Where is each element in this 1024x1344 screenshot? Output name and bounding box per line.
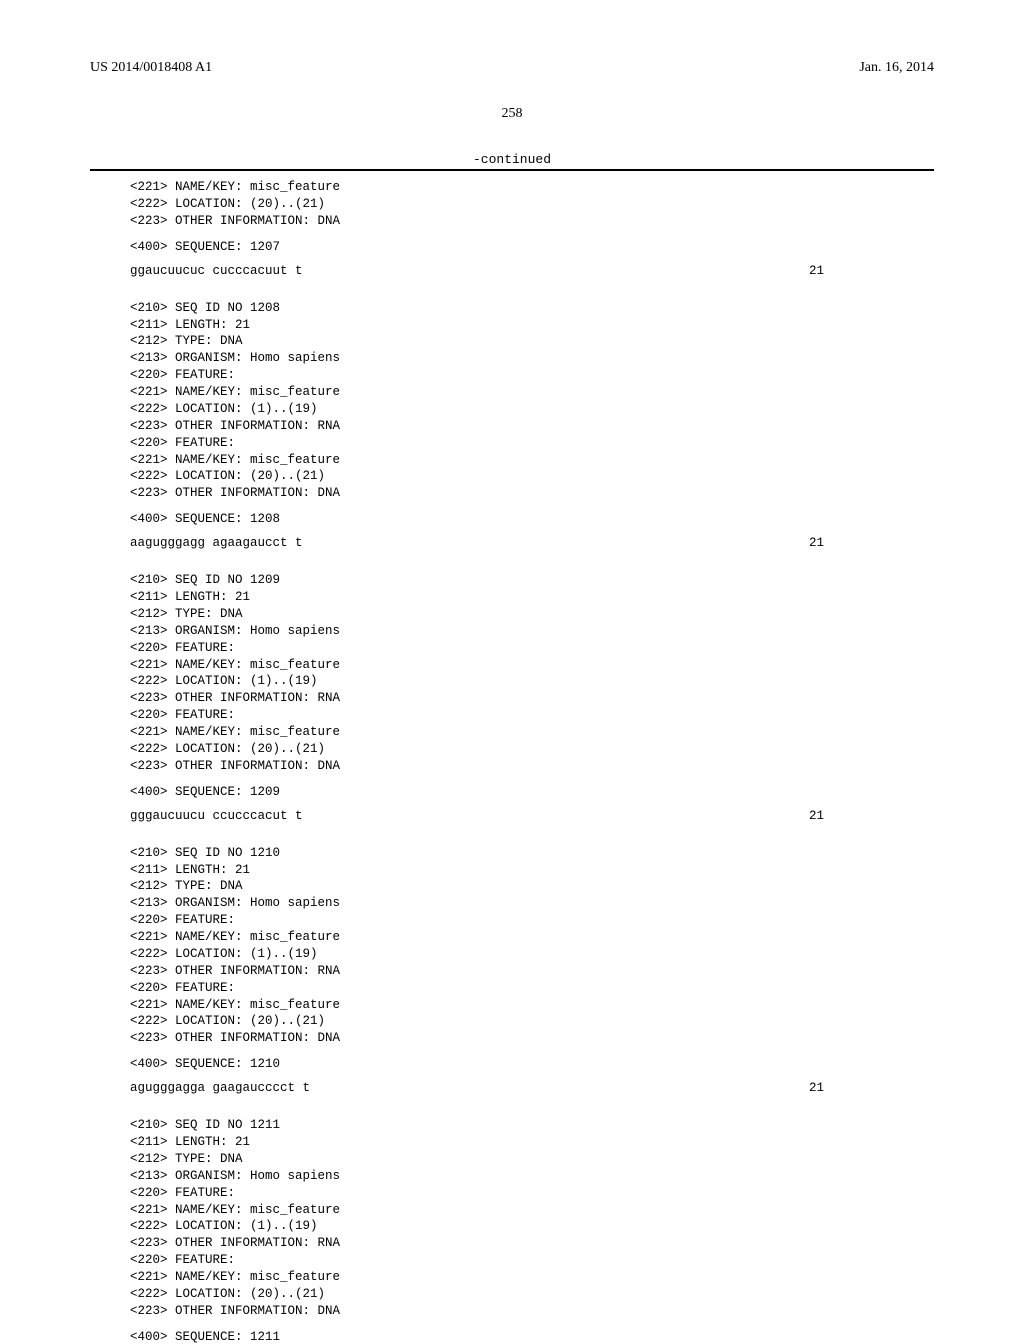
seq-line: <221> NAME/KEY: misc_feature — [130, 930, 340, 944]
seq-line: <223> OTHER INFORMATION: DNA — [130, 214, 340, 228]
seq-line: <220> FEATURE: — [130, 641, 235, 655]
page-header: US 2014/0018408 A1 Jan. 16, 2014 — [90, 60, 934, 76]
seq-line: <211> LENGTH: 21 — [130, 590, 250, 604]
sequence-length: 21 — [764, 1081, 824, 1095]
seq-line: <212> TYPE: DNA — [130, 879, 243, 893]
seq-line: <223> OTHER INFORMATION: DNA — [130, 1031, 340, 1045]
seq-line: <222> LOCATION: (20)..(21) — [130, 1287, 325, 1301]
pub-date: Jan. 16, 2014 — [859, 60, 934, 76]
sequence-text: gggaucuucu ccucccacut t — [130, 809, 303, 823]
seq-line: <220> FEATURE: — [130, 1253, 235, 1267]
seq-line: <210> SEQ ID NO 1210 — [130, 846, 280, 860]
seq-line: <210> SEQ ID NO 1211 — [130, 1118, 280, 1132]
seq-line: <211> LENGTH: 21 — [130, 863, 250, 877]
sequence-text: ggaucuucuc cucccacuut t — [130, 264, 303, 278]
seq-line: <222> LOCATION: (20)..(21) — [130, 197, 325, 211]
seq-entry: <210> SEQ ID NO 1210 <211> LENGTH: 21 <2… — [130, 845, 924, 1096]
seq-entry: <210> SEQ ID NO 1208 <211> LENGTH: 21 <2… — [130, 300, 924, 551]
seq-line: <222> LOCATION: (1)..(19) — [130, 402, 318, 416]
seq-line: <221> NAME/KEY: misc_feature — [130, 453, 340, 467]
seq-line: <222> LOCATION: (1)..(19) — [130, 1219, 318, 1233]
seq-line: <213> ORGANISM: Homo sapiens — [130, 624, 340, 638]
seq-line: <222> LOCATION: (20)..(21) — [130, 742, 325, 756]
seq-line: <221> NAME/KEY: misc_feature — [130, 998, 340, 1012]
sequence-row: agugggagga gaagaucccct t 21 — [130, 1081, 924, 1095]
seq-line: <222> LOCATION: (20)..(21) — [130, 1014, 325, 1028]
seq-line: <221> NAME/KEY: misc_feature — [130, 180, 340, 194]
seq-line: <223> OTHER INFORMATION: RNA — [130, 1236, 340, 1250]
page-container: US 2014/0018408 A1 Jan. 16, 2014 258 -co… — [0, 0, 1024, 1320]
seq-line: <212> TYPE: DNA — [130, 1152, 243, 1166]
seq-line: <221> NAME/KEY: misc_feature — [130, 1203, 340, 1217]
seq-line: <222> LOCATION: (1)..(19) — [130, 674, 318, 688]
seq-line: <213> ORGANISM: Homo sapiens — [130, 896, 340, 910]
seq-line: <210> SEQ ID NO 1208 — [130, 301, 280, 315]
seq-entry-partial: <221> NAME/KEY: misc_feature <222> LOCAT… — [130, 179, 924, 278]
seq-header-lines: <210> SEQ ID NO 1209 <211> LENGTH: 21 <2… — [130, 572, 924, 775]
seq-line: <212> TYPE: DNA — [130, 334, 243, 348]
content-area: <221> NAME/KEY: misc_feature <222> LOCAT… — [90, 179, 934, 1344]
seq-line: <220> FEATURE: — [130, 981, 235, 995]
seq-header-lines: <210> SEQ ID NO 1211 <211> LENGTH: 21 <2… — [130, 1117, 924, 1320]
seq-line: <220> FEATURE: — [130, 436, 235, 450]
seq-line: <213> ORGANISM: Homo sapiens — [130, 1169, 340, 1183]
seq-line: <223> OTHER INFORMATION: DNA — [130, 486, 340, 500]
seq-line: <223> OTHER INFORMATION: DNA — [130, 1304, 340, 1318]
seq-line: <223> OTHER INFORMATION: RNA — [130, 691, 340, 705]
sequence-row: aagugggagg agaagaucct t 21 — [130, 536, 924, 550]
seq-label: <400> SEQUENCE: 1210 — [130, 1057, 924, 1071]
seq-label: <400> SEQUENCE: 1208 — [130, 512, 924, 526]
page-number: 258 — [90, 106, 934, 122]
seq-line: <223> OTHER INFORMATION: RNA — [130, 419, 340, 433]
seq-line: <213> ORGANISM: Homo sapiens — [130, 351, 340, 365]
seq-line: <220> FEATURE: — [130, 368, 235, 382]
seq-label: <400> SEQUENCE: 1211 — [130, 1330, 924, 1344]
seq-line: <223> OTHER INFORMATION: RNA — [130, 964, 340, 978]
sequence-length: 21 — [764, 264, 824, 278]
sequence-length: 21 — [764, 809, 824, 823]
sequence-text: aagugggagg agaagaucct t — [130, 536, 303, 550]
seq-line: <221> NAME/KEY: misc_feature — [130, 725, 340, 739]
sequence-length: 21 — [764, 536, 824, 550]
seq-label: <400> SEQUENCE: 1209 — [130, 785, 924, 799]
seq-line: <212> TYPE: DNA — [130, 607, 243, 621]
seq-line: <210> SEQ ID NO 1209 — [130, 573, 280, 587]
seq-label: <400> SEQUENCE: 1207 — [130, 240, 924, 254]
seq-line: <223> OTHER INFORMATION: DNA — [130, 759, 340, 773]
seq-header-lines: <210> SEQ ID NO 1208 <211> LENGTH: 21 <2… — [130, 300, 924, 503]
seq-header-lines: <210> SEQ ID NO 1210 <211> LENGTH: 21 <2… — [130, 845, 924, 1048]
sequence-row: ggaucuucuc cucccacuut t 21 — [130, 264, 924, 278]
pub-number: US 2014/0018408 A1 — [90, 60, 212, 76]
seq-line: <222> LOCATION: (1)..(19) — [130, 947, 318, 961]
sequence-text: agugggagga gaagaucccct t — [130, 1081, 310, 1095]
seq-entry: <210> SEQ ID NO 1209 <211> LENGTH: 21 <2… — [130, 572, 924, 823]
sequence-row: gggaucuucu ccucccacut t 21 — [130, 809, 924, 823]
seq-line: <220> FEATURE: — [130, 913, 235, 927]
seq-line: <222> LOCATION: (20)..(21) — [130, 469, 325, 483]
divider-top — [90, 169, 934, 171]
seq-entry: <210> SEQ ID NO 1211 <211> LENGTH: 21 <2… — [130, 1117, 924, 1344]
seq-line: <221> NAME/KEY: misc_feature — [130, 385, 340, 399]
seq-line: <221> NAME/KEY: misc_feature — [130, 1270, 340, 1284]
continued-label: -continued — [90, 152, 934, 167]
seq-line: <211> LENGTH: 21 — [130, 1135, 250, 1149]
seq-header-lines: <221> NAME/KEY: misc_feature <222> LOCAT… — [130, 179, 924, 230]
seq-line: <220> FEATURE: — [130, 708, 235, 722]
seq-line: <211> LENGTH: 21 — [130, 318, 250, 332]
seq-line: <220> FEATURE: — [130, 1186, 235, 1200]
seq-line: <221> NAME/KEY: misc_feature — [130, 658, 340, 672]
